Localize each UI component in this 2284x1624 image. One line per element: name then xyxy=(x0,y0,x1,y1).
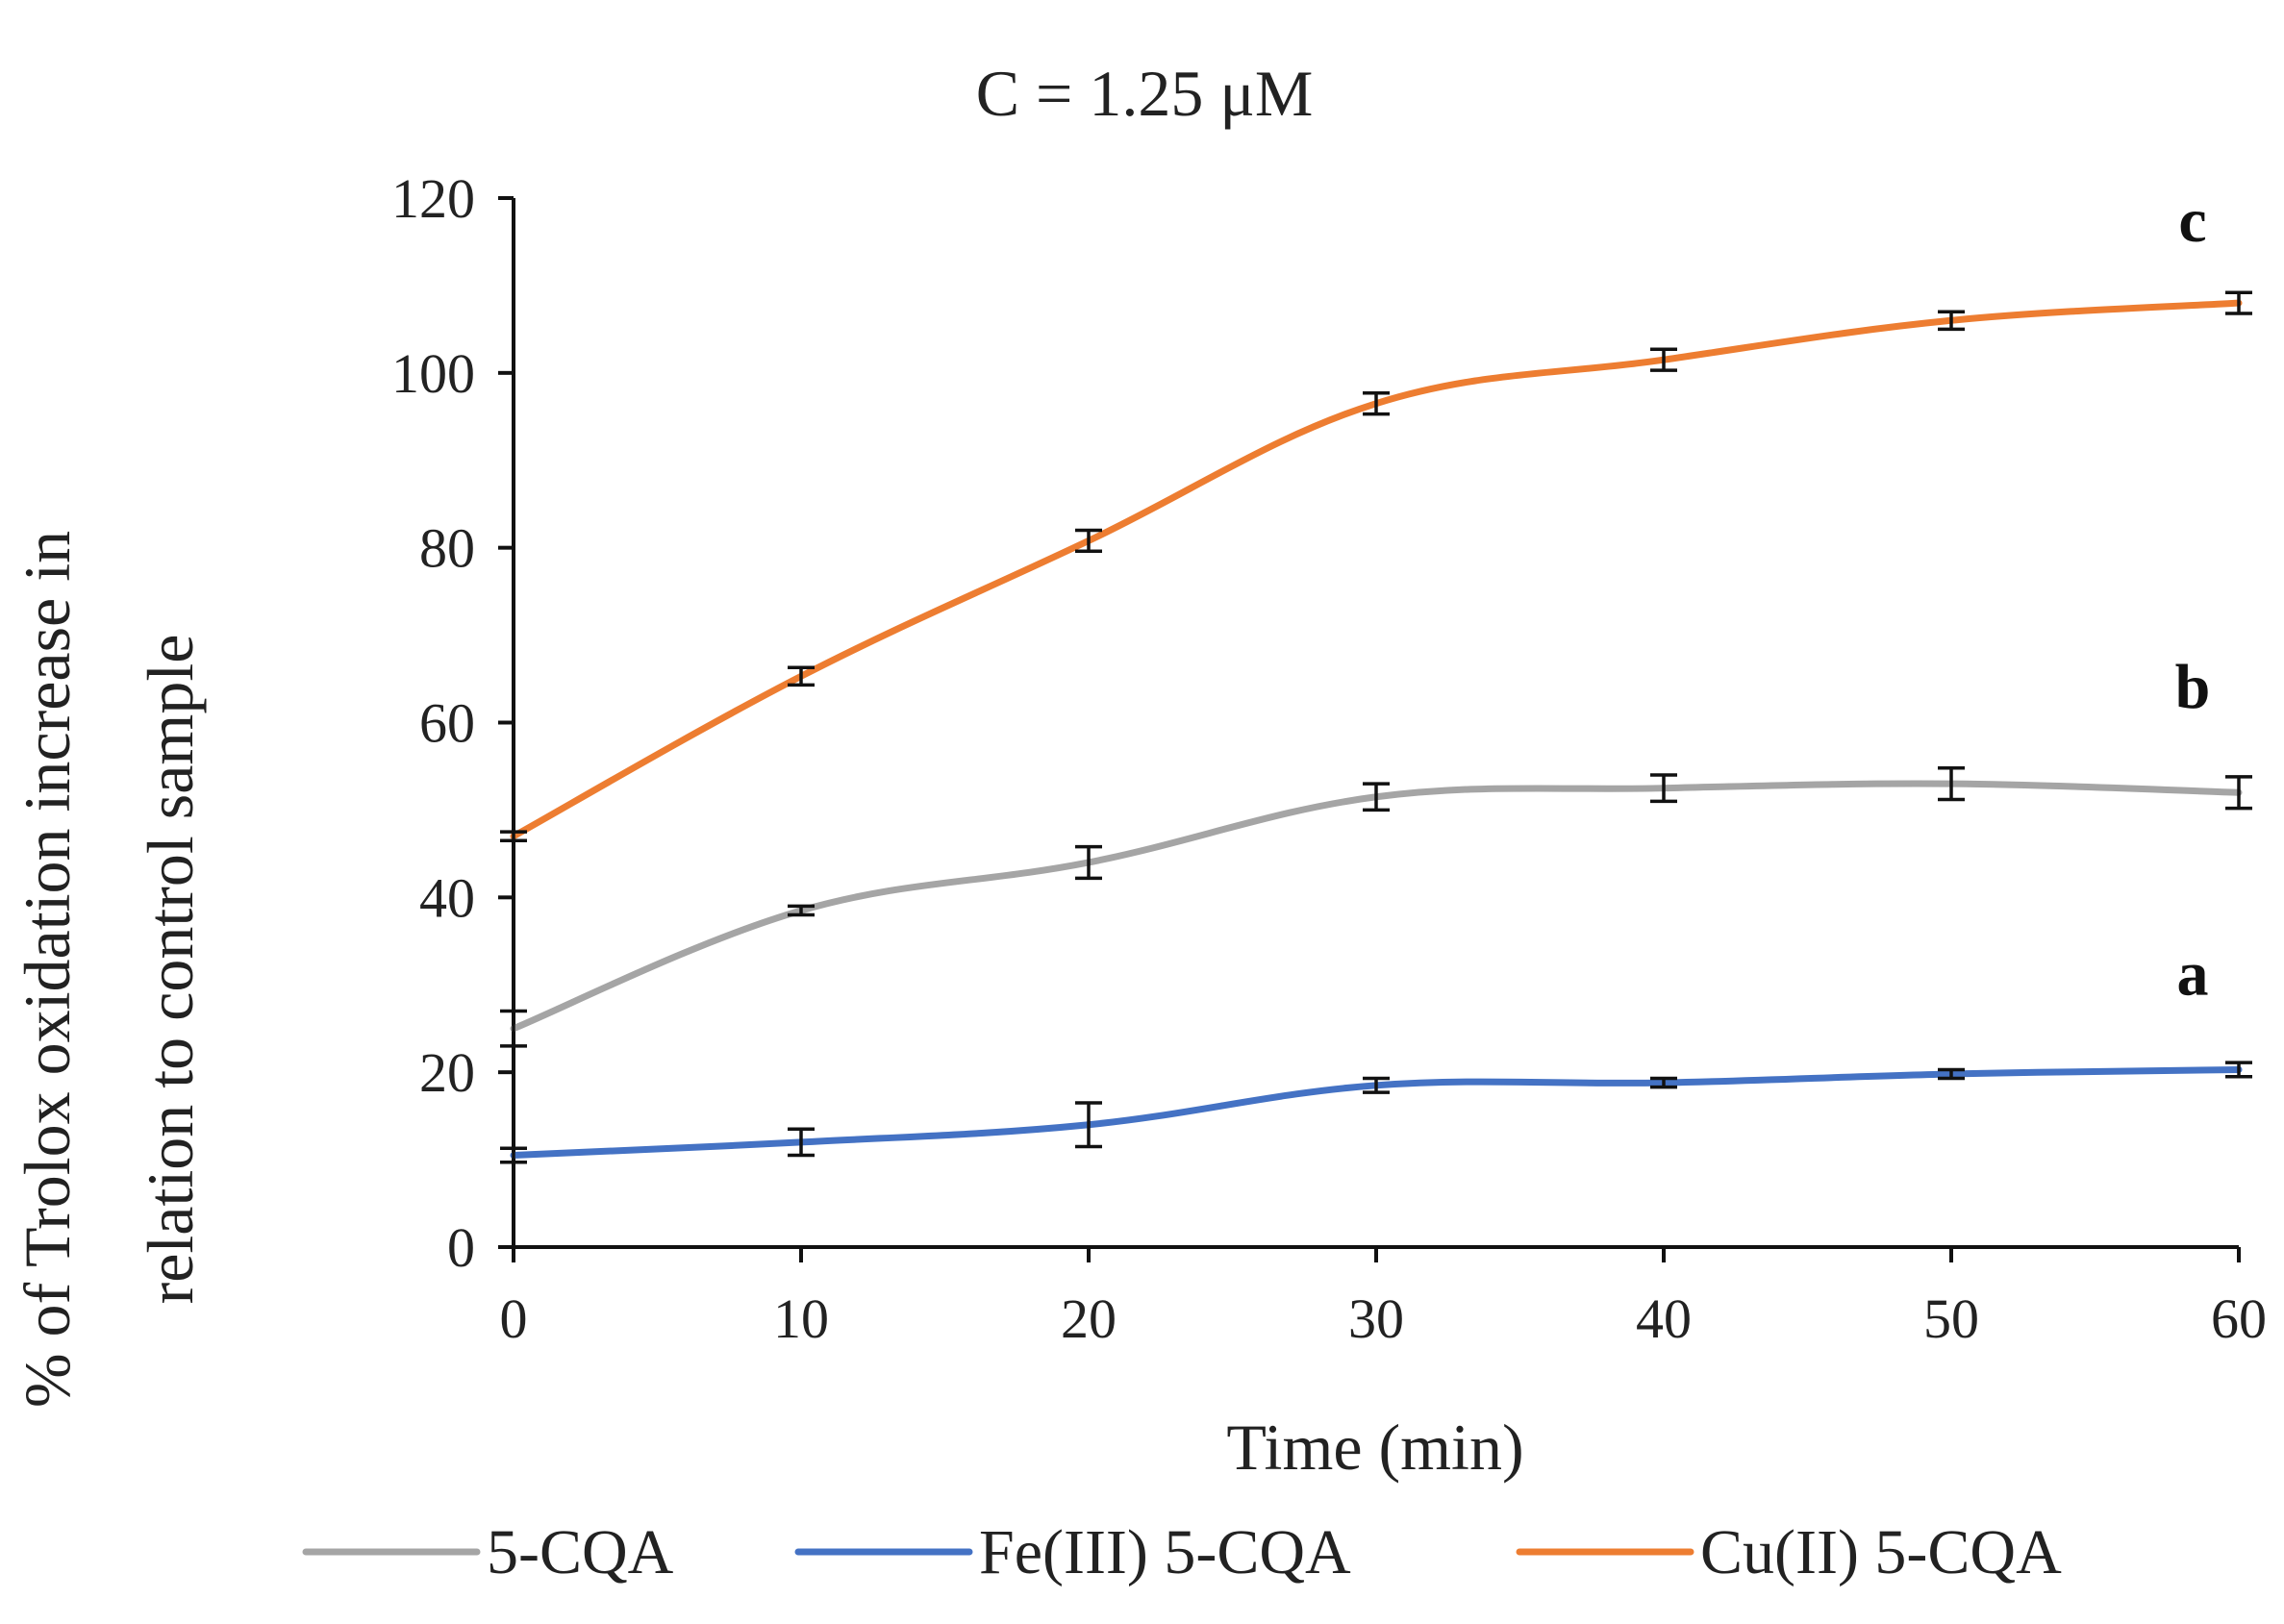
series-letter-annotation: b xyxy=(2175,652,2211,722)
y-tick-label: 40 xyxy=(419,866,475,929)
y-axis-label-line-2: relation to control sample xyxy=(134,635,207,1305)
series-line xyxy=(514,784,2239,1029)
y-tick-label: 60 xyxy=(419,692,475,755)
y-tick-label: 120 xyxy=(391,167,475,230)
series-2: a xyxy=(500,938,2252,1162)
series-letter-annotation: c xyxy=(2178,186,2206,256)
x-tick-label: 10 xyxy=(773,1287,829,1350)
legend-item: 5-CQA xyxy=(306,1517,674,1587)
chart-title: C = 1.25 μM xyxy=(976,57,1314,130)
legend-item: Cu(II) 5-CQA xyxy=(1519,1517,2062,1587)
series-1: b xyxy=(500,652,2252,1046)
y-tick-label: 0 xyxy=(447,1216,475,1279)
x-tick-label: 50 xyxy=(1923,1287,1979,1350)
y-tick-label: 80 xyxy=(419,517,475,580)
y-axis-title: % of Trolox oxidation increase in relati… xyxy=(11,531,207,1408)
x-tick-label: 30 xyxy=(1348,1287,1404,1350)
axes: 0 20 40 60 80 100 120 0 10 20 30 40 50 60 xyxy=(391,167,2267,1350)
legend-label: 5-CQA xyxy=(487,1517,674,1587)
y-tick-label: 20 xyxy=(419,1041,475,1104)
x-tick-label: 60 xyxy=(2211,1287,2267,1350)
error-bar xyxy=(500,832,527,840)
legend-label: Fe(III) 5-CQA xyxy=(979,1517,1351,1587)
series-letter-annotation: a xyxy=(2177,938,2209,1009)
series-line xyxy=(514,303,2239,837)
series-3: c xyxy=(500,186,2252,840)
x-tick-label: 40 xyxy=(1636,1287,1692,1350)
x-axis-label: Time (min) xyxy=(1226,1411,1523,1484)
x-tick-label: 20 xyxy=(1061,1287,1117,1350)
series-layer: b a c xyxy=(500,186,2252,1162)
error-bar xyxy=(500,1012,527,1046)
y-tick-label: 100 xyxy=(391,342,475,405)
legend-item: Fe(III) 5-CQA xyxy=(798,1517,1351,1587)
legend-label: Cu(II) 5-CQA xyxy=(1700,1517,2062,1587)
legend: 5-CQA Fe(III) 5-CQA Cu(II) 5-CQA xyxy=(306,1517,2062,1587)
y-axis-label-line-1: % of Trolox oxidation increase in xyxy=(11,531,84,1408)
x-tick-label: 0 xyxy=(500,1287,528,1350)
